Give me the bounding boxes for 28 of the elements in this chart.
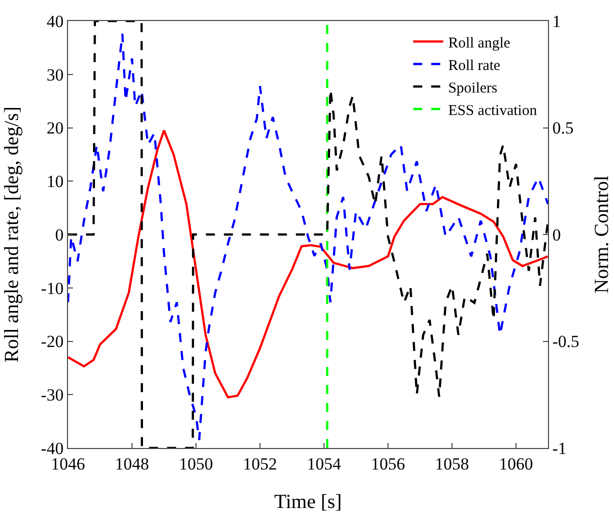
legend-label: ESS activation [448,102,538,119]
y-axis-title: Roll angle and rate, [deg, deg/s] [1,106,23,363]
x-tick-label: 1058 [435,454,469,474]
x-tick-label: 1048 [115,454,149,474]
y-tick-label: 20 [46,118,64,138]
x-tick-label: 1060 [499,454,533,474]
y2-tick-label: 0 [552,225,561,244]
y-tick-label: -30 [40,386,64,405]
x-tick-label: 1050 [179,454,213,474]
y2-tick-label: -0.5 [552,332,580,352]
x-tick-label: 1054 [307,454,342,474]
legend-label: Roll angle [448,35,511,52]
y-tick-label: 30 [46,65,64,84]
y-tick-label: 0 [55,225,64,244]
y2-tick-label: 0.5 [552,118,574,138]
line-series [68,129,548,398]
y2-axis-title: Norm. Control [591,175,613,294]
y-tick-label: -20 [40,332,64,352]
legend-label: Spoilers [448,80,498,96]
y-tick-label: 10 [46,172,64,192]
y2-tick-label: 1 [552,12,561,31]
y-tick-label: -10 [40,278,64,298]
y2-tick-label: -1 [552,438,567,458]
x-tick-label: 1052 [243,454,277,474]
x-axis-title: Time [s] [274,491,342,513]
legend-label: Roll rate [448,58,501,74]
x-tick-label: 1056 [371,454,405,474]
y-tick-label: 40 [46,12,64,31]
